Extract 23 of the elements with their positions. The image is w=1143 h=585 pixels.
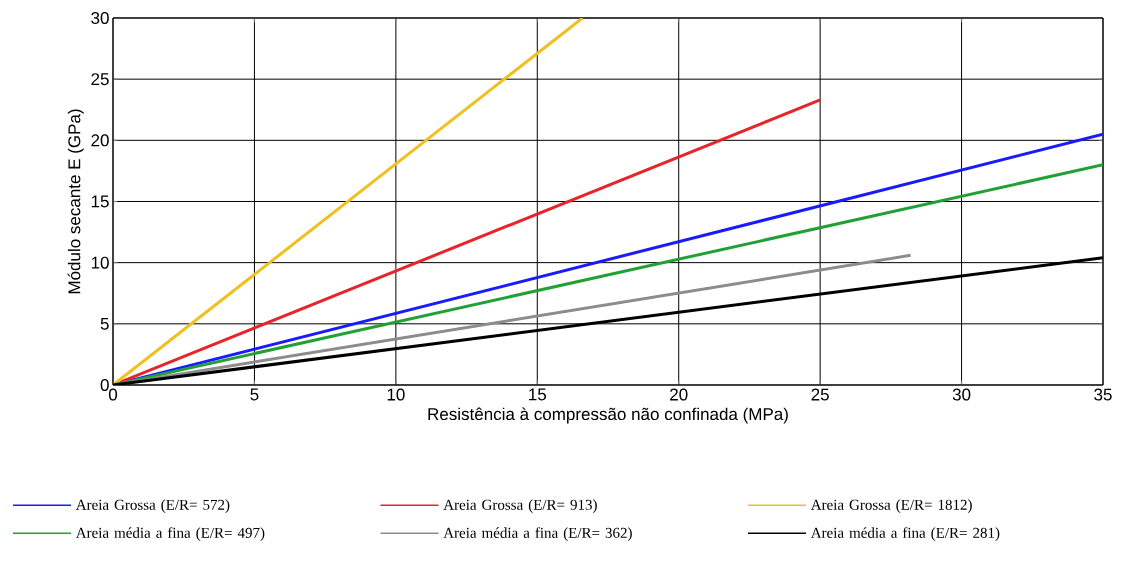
legend-label: Areia Grossa (E/R= 572)	[75, 499, 230, 513]
legend-label: Areia média a fina (E/R= 281)	[810, 527, 1000, 541]
x-tick-label: 30	[952, 388, 971, 401]
x-tick-label: 5	[250, 388, 259, 401]
y-tick-label: 20	[91, 134, 109, 147]
y-tick-label: 5	[100, 317, 109, 330]
y-tick-label: 15	[91, 195, 109, 208]
legend-label: Areia média a fina (E/R= 497)	[75, 527, 265, 541]
x-tick-label: 35	[1094, 388, 1112, 401]
y-tick-label: 10	[91, 256, 109, 269]
y-tick-label: 0	[100, 378, 109, 392]
y-axis-title: Módulo secante E (GPa)	[67, 109, 84, 294]
x-tick-label: 25	[811, 388, 829, 401]
x-tick-label: 10	[387, 388, 405, 401]
y-tick-label: 30	[91, 11, 109, 25]
x-tick-label: 0	[108, 388, 118, 401]
x-tick-label: 20	[670, 388, 688, 401]
y-tick-label: 25	[91, 73, 109, 86]
x-axis-title: Resistência à compressão não confinada (MPa)	[428, 407, 788, 424]
legend-label: Areia Grossa (E/R= 1812)	[810, 499, 972, 513]
legend-label: Areia Grossa (E/R= 913)	[443, 499, 597, 513]
x-tick-label: 15	[529, 388, 547, 401]
legend-label: Areia média a fina (E/R= 362)	[443, 527, 632, 541]
